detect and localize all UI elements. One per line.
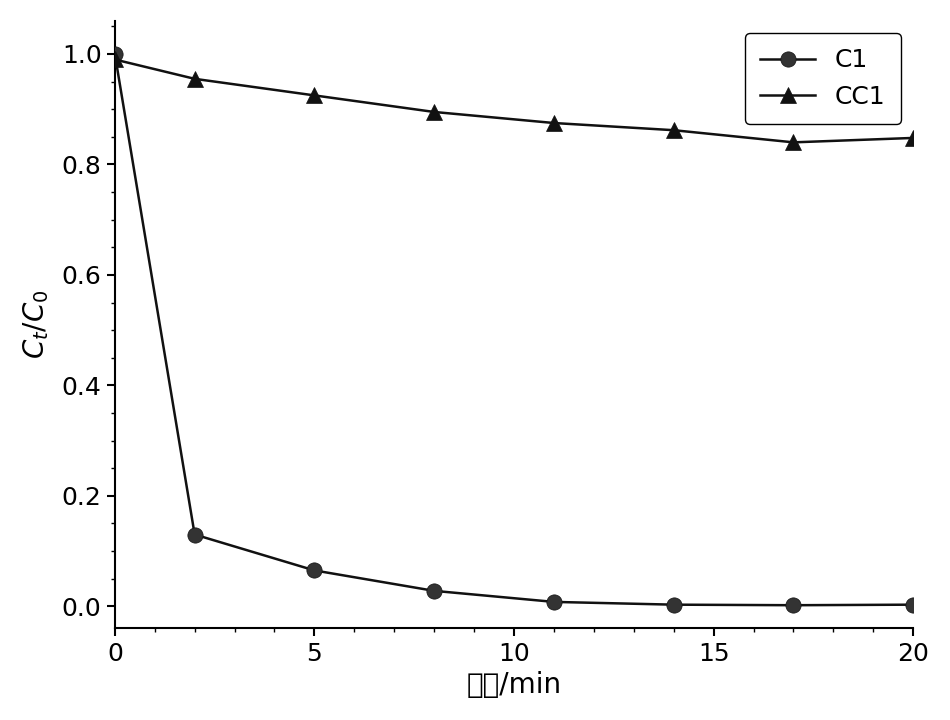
C1: [109, 50, 121, 58]
CC1: [189, 74, 200, 83]
C1: [428, 587, 440, 595]
CC1: [668, 126, 679, 135]
C1: [788, 601, 799, 610]
Y-axis label: $C_t$/$C_0$: $C_t$/$C_0$: [21, 290, 50, 359]
Line: C1: C1: [107, 46, 921, 613]
C1: [907, 600, 919, 609]
Legend: C1, CC1: C1, CC1: [745, 33, 901, 124]
CC1: [907, 134, 919, 143]
CC1: [309, 91, 320, 100]
CC1: [428, 108, 440, 117]
C1: [668, 600, 679, 609]
C1: [548, 598, 560, 606]
CC1: [548, 119, 560, 127]
C1: [309, 566, 320, 575]
Line: CC1: CC1: [106, 51, 922, 150]
CC1: [109, 55, 121, 64]
C1: [189, 530, 200, 539]
CC1: [788, 138, 799, 147]
X-axis label: 时间/min: 时间/min: [466, 671, 561, 699]
